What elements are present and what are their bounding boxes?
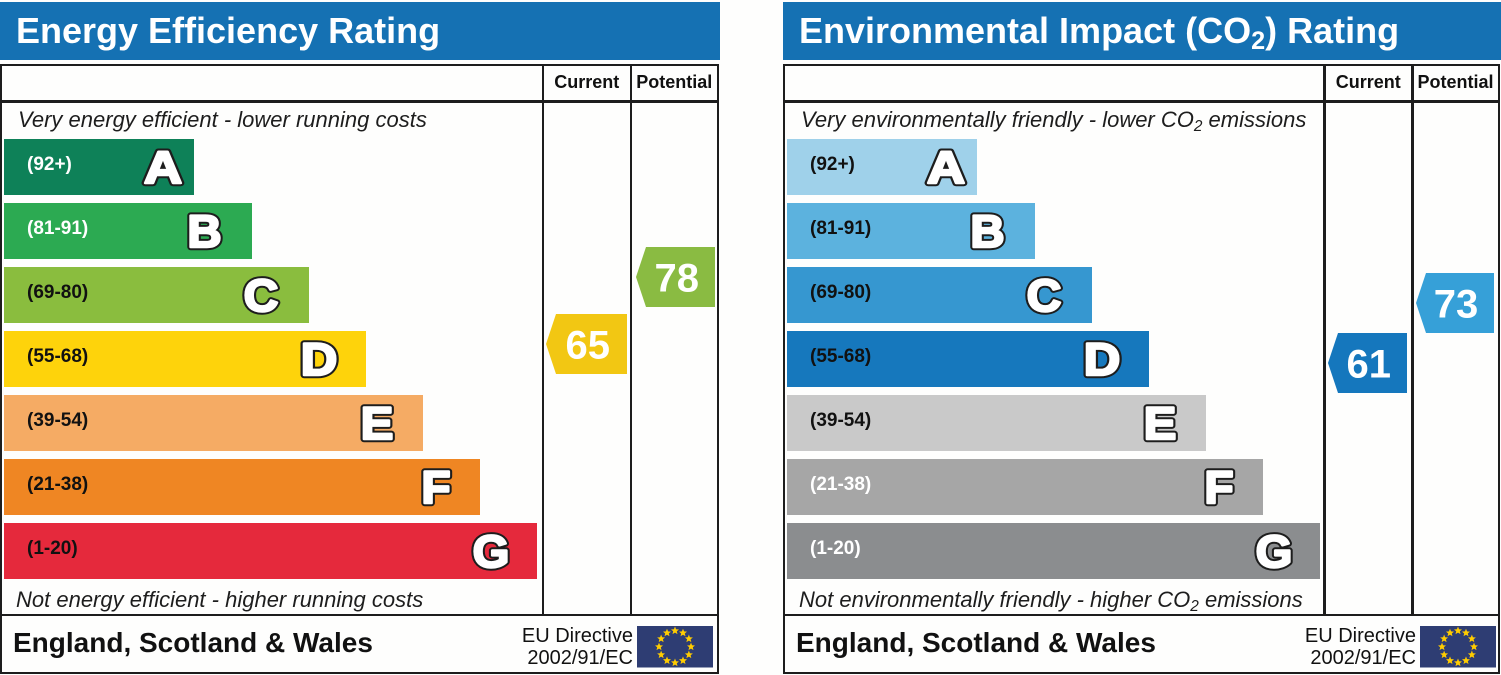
svg-text:78: 78 bbox=[654, 257, 699, 301]
svg-text:C: C bbox=[244, 270, 279, 321]
svg-text:E: E bbox=[1144, 398, 1177, 449]
svg-text:F: F bbox=[1205, 462, 1234, 513]
svg-text:E: E bbox=[361, 398, 394, 449]
svg-text:B: B bbox=[971, 206, 1005, 257]
svg-text:C: C bbox=[1027, 270, 1062, 321]
svg-text:D: D bbox=[1084, 334, 1121, 385]
svg-text:A: A bbox=[144, 142, 182, 193]
svg-text:D: D bbox=[301, 334, 338, 385]
svg-text:B: B bbox=[971, 206, 1005, 257]
svg-text:D: D bbox=[301, 334, 338, 385]
svg-text:F: F bbox=[1205, 462, 1234, 513]
svg-text:B: B bbox=[188, 206, 222, 257]
svg-text:G: G bbox=[1256, 526, 1293, 577]
svg-text:G: G bbox=[473, 526, 510, 577]
svg-text:G: G bbox=[1256, 526, 1293, 577]
svg-text:G: G bbox=[473, 526, 510, 577]
svg-text:A: A bbox=[927, 142, 965, 193]
svg-text:C: C bbox=[1027, 270, 1062, 321]
svg-text:F: F bbox=[422, 462, 451, 513]
svg-text:A: A bbox=[144, 142, 182, 193]
svg-text:B: B bbox=[188, 206, 222, 257]
svg-text:C: C bbox=[244, 270, 279, 321]
svg-text:A: A bbox=[927, 142, 965, 193]
svg-text:65: 65 bbox=[565, 323, 610, 367]
svg-text:73: 73 bbox=[1434, 283, 1479, 327]
svg-text:D: D bbox=[1084, 334, 1121, 385]
svg-text:E: E bbox=[361, 398, 394, 449]
svg-text:E: E bbox=[1144, 398, 1177, 449]
svg-text:F: F bbox=[422, 462, 451, 513]
svg-text:61: 61 bbox=[1346, 343, 1391, 387]
